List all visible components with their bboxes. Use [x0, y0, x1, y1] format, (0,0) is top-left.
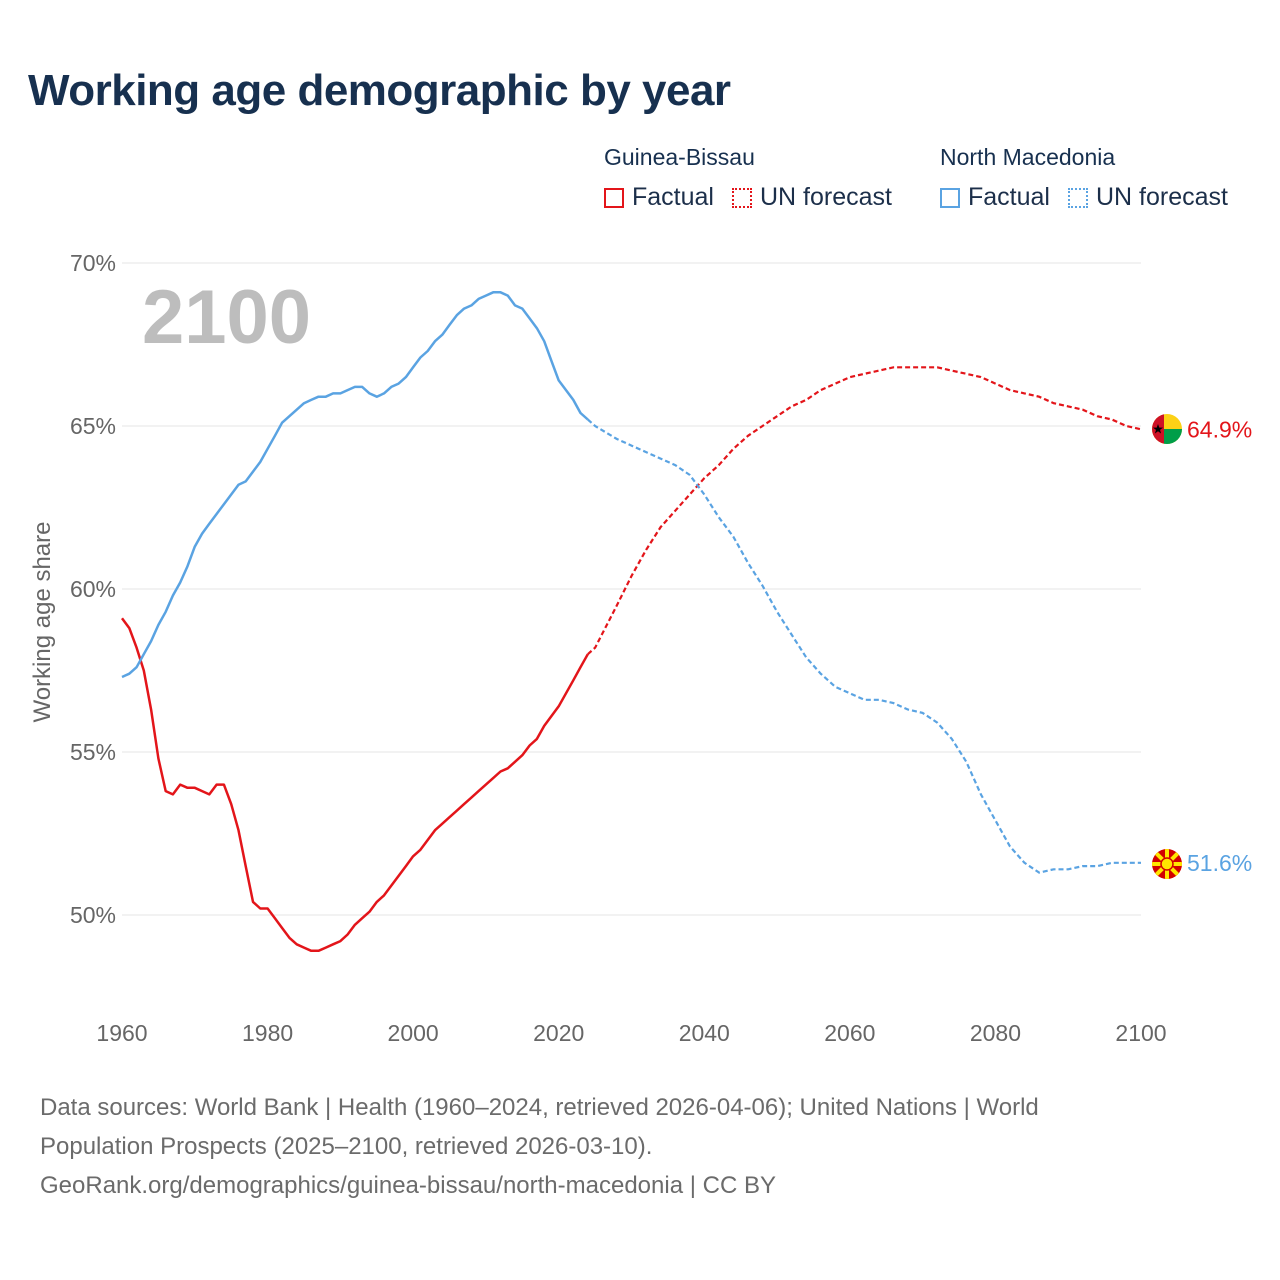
legend-swatch-factual: [604, 187, 624, 208]
series-line-factual: [121, 291, 589, 679]
y-tick-label: 55%: [70, 739, 116, 765]
end-label-north-macedonia: 51.6%: [1187, 850, 1252, 876]
footer-line-2: Population Prospects (2025–2100, retriev…: [40, 1133, 653, 1160]
legend-label-factual: Factual: [632, 183, 714, 211]
y-tick-label: 60%: [70, 576, 116, 602]
y-tick-label: 65%: [70, 413, 116, 439]
legend-swatch-forecast: [1067, 187, 1088, 208]
legend-label-factual: Factual: [968, 183, 1050, 211]
x-tick-label: 2100: [1115, 1020, 1166, 1046]
series-line-forecast: [587, 418, 1141, 874]
north-macedonia-flag-icon: [1152, 849, 1182, 879]
legend-title-north-macedonia: North Macedonia: [940, 144, 1116, 170]
end-label-guinea-bissau: 64.9%: [1187, 416, 1252, 442]
year-watermark: 2100: [142, 275, 311, 360]
chart-title: Working age demographic by year: [28, 66, 731, 115]
legend-title-guinea-bissau: Guinea-Bissau: [604, 144, 755, 170]
series-line-factual: [120, 617, 589, 953]
y-tick-label: 70%: [70, 250, 116, 276]
x-tick-label: 2080: [970, 1020, 1021, 1046]
x-tick-label: 2060: [824, 1020, 875, 1046]
x-tick-label: 2000: [388, 1020, 439, 1046]
y-axis-label: Working age share: [29, 522, 56, 723]
legend-label-forecast: UN forecast: [759, 183, 892, 211]
y-tick-label: 50%: [70, 902, 116, 928]
series-line-forecast: [587, 366, 1142, 656]
line-chart: 50% 55% 60% 65% 70% 1960 1980 2000 2020 2040 2060…: [29, 250, 1252, 1046]
x-tick-label: 2040: [679, 1020, 730, 1046]
legend-swatch-factual: [940, 187, 960, 208]
x-tick-label: 2020: [533, 1020, 584, 1046]
footer-line-1: Data sources: World Bank | Health (1960–…: [40, 1094, 1039, 1121]
legend-swatch-forecast: [731, 187, 752, 208]
legend-label-forecast: UN forecast: [1095, 183, 1228, 211]
legend-group-north-macedonia: North Macedonia Factual UN forecast: [940, 144, 1246, 212]
guinea-bissau-flag-icon: [1152, 414, 1182, 444]
footer-sources: Data sources: World Bank | Health (1960–…: [40, 1088, 1240, 1205]
x-tick-label: 1980: [242, 1020, 293, 1046]
footer-line-3: GeoRank.org/demographics/guinea-bissau/n…: [40, 1172, 776, 1199]
legend-group-guinea-bissau: Guinea-Bissau Factual UN forecast: [604, 144, 910, 212]
x-tick-label: 1960: [96, 1020, 147, 1046]
